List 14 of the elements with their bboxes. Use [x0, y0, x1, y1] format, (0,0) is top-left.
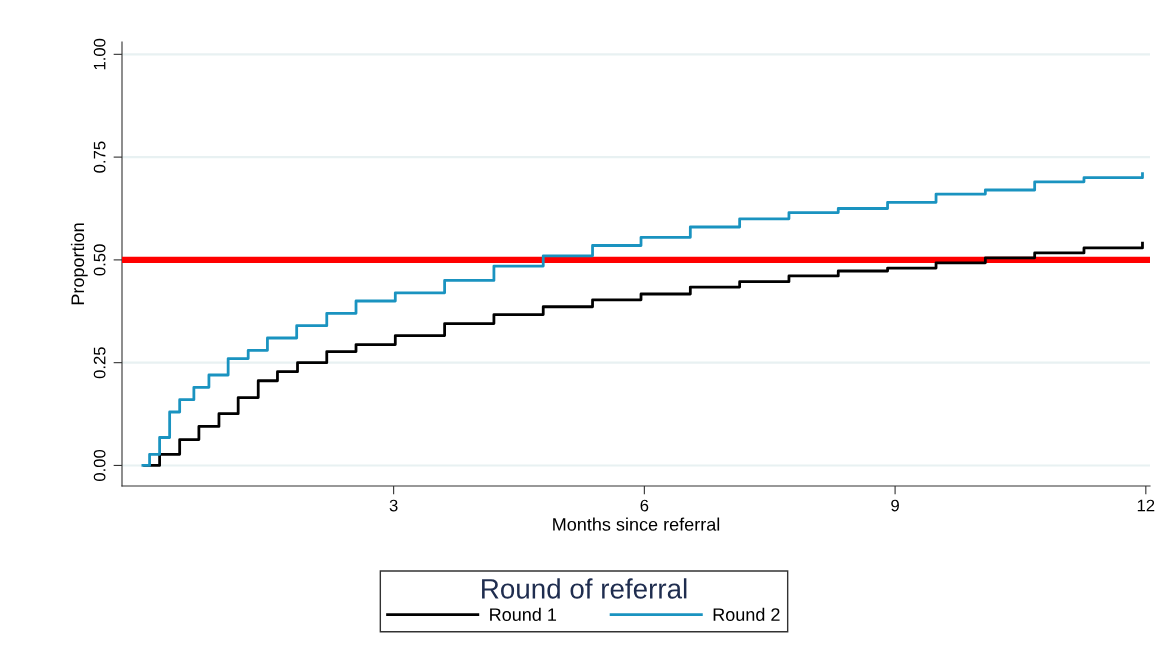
x-tick-label: 9: [891, 499, 899, 512]
x-axis-title: Months since referral: [553, 517, 720, 531]
y-tick-label: 0.75: [93, 141, 106, 173]
legend-label: Round 1: [490, 607, 557, 622]
y-tick-label: 0.50: [93, 244, 106, 276]
y-tick-label: 0.00: [93, 449, 106, 482]
legend-title: Round of referral: [482, 578, 687, 599]
y-tick-label: 1.00: [93, 38, 106, 70]
y-axis-title: Proportion: [70, 223, 88, 305]
x-tick-label: 6: [640, 499, 649, 512]
x-tick-label: 3: [389, 499, 398, 512]
y-tick-label: 0.25: [93, 347, 106, 379]
x-tick-label: 12: [1137, 499, 1155, 512]
legend-label: Round 2: [713, 607, 780, 622]
